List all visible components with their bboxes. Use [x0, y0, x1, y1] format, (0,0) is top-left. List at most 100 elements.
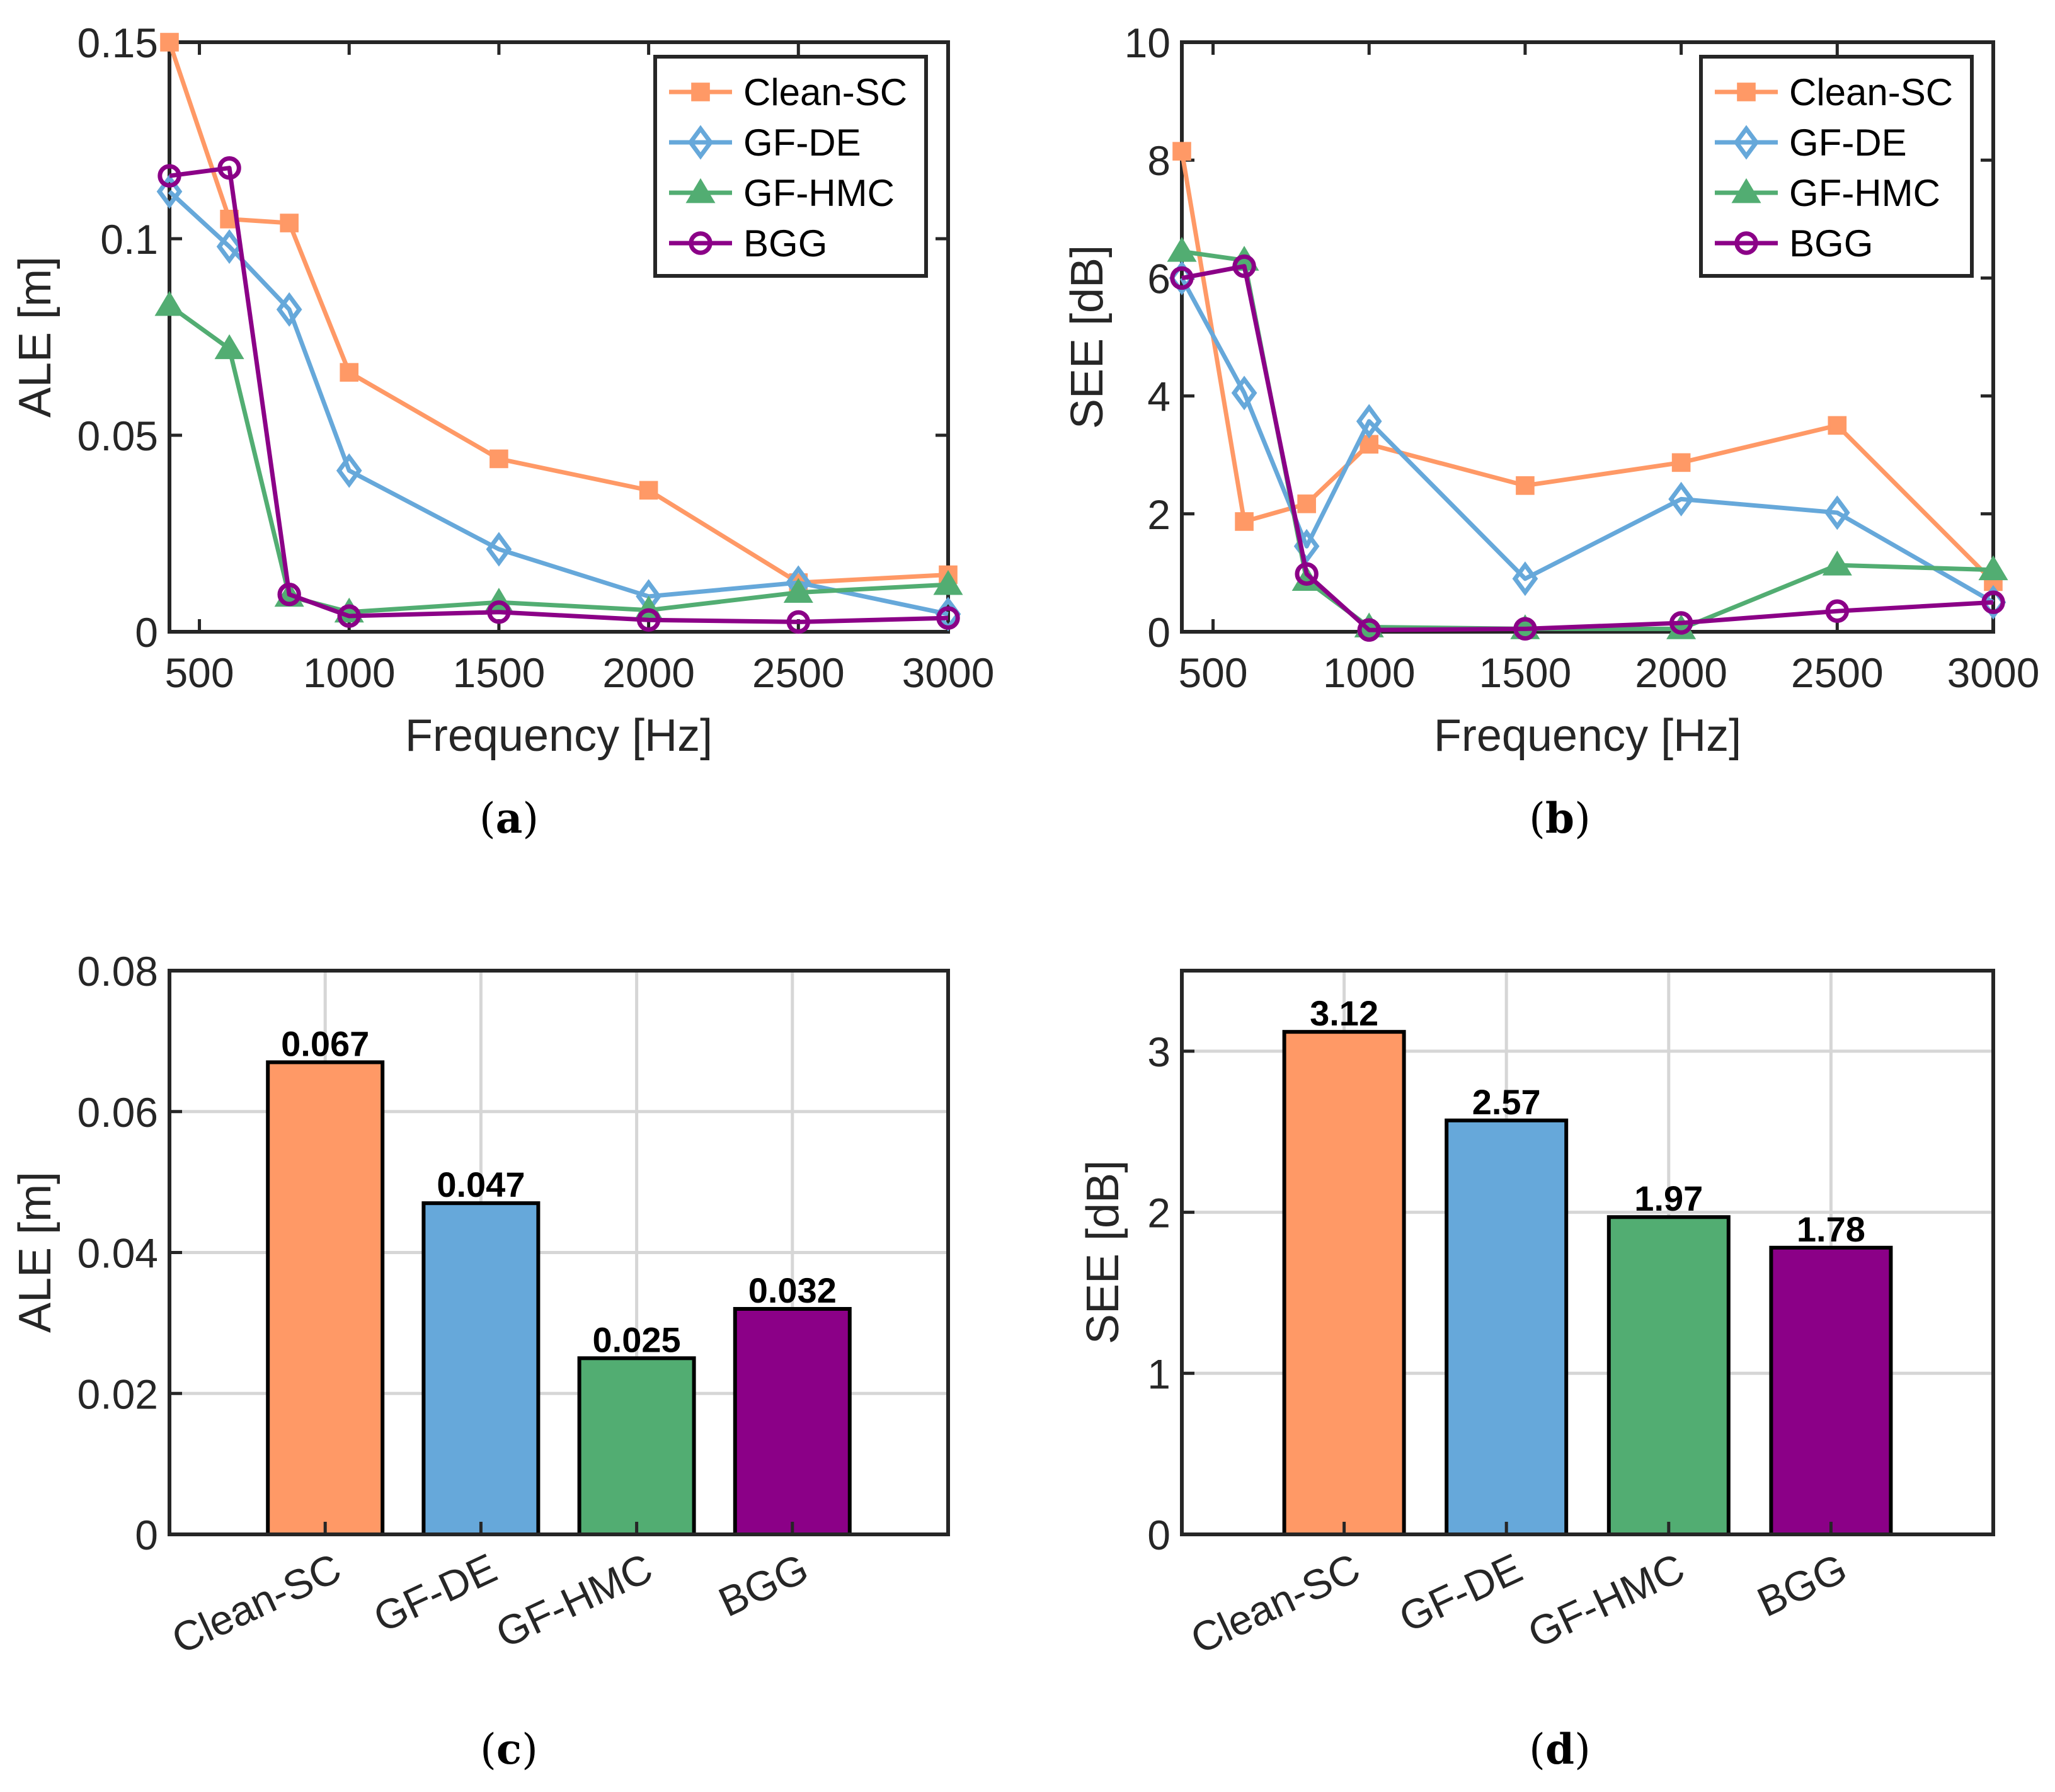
category-label-gf-hmc: GF-HMC — [1521, 1544, 1691, 1657]
bar-value-bgg: 0.032 — [748, 1270, 837, 1310]
legend-label-bgg: BGG — [1789, 222, 1873, 265]
y-axis-label-b: SEE [dB] — [1062, 245, 1113, 429]
y-tick-label: 0.1 — [100, 216, 158, 263]
category-label-bgg: BGG — [711, 1544, 815, 1626]
y-tick-label: 0.02 — [77, 1371, 158, 1417]
data-point-gf-hmc — [1822, 551, 1852, 576]
y-tick-label: 0 — [1147, 1512, 1171, 1558]
x-tick-label: 3000 — [1947, 649, 2040, 696]
legend-marker-bgg — [1734, 231, 1758, 255]
legend-entry-gf-hmc: GF-HMC — [669, 172, 895, 214]
y-tick-label: 2 — [1147, 491, 1171, 538]
data-point-clean-sc — [1516, 476, 1535, 495]
legend-marker-gf-de — [687, 125, 714, 160]
series-line-bgg — [169, 166, 949, 624]
legend-marker-clean-sc — [1737, 83, 1756, 101]
bar-value-gf-hmc: 0.025 — [593, 1320, 681, 1359]
x-tick-labels-b: 500 1000 1500 2000 2500 3000 — [1178, 649, 2039, 696]
bar-value-gf-hmc: 1.97 — [1634, 1178, 1703, 1218]
data-point-gf-de — [336, 453, 362, 488]
series-layer-a — [154, 33, 963, 634]
series-gf-hmc — [1167, 237, 2008, 639]
data-point-gf-hmc — [933, 570, 963, 595]
y-axis-label-d: SEE [dB] — [1078, 1160, 1128, 1344]
bar-bgg — [733, 1307, 852, 1536]
bars-d — [1282, 1030, 1893, 1537]
y-tick-label: 3 — [1147, 1029, 1171, 1075]
bar-value-bgg: 1.78 — [1797, 1209, 1865, 1249]
y-tick-label: 0 — [1147, 609, 1171, 656]
plot-frame-d — [1180, 969, 1995, 1536]
legend-marker-gf-hmc — [685, 178, 716, 203]
x-tick-label: 500 — [1178, 649, 1247, 696]
legend-label-bgg: BGG — [743, 222, 827, 265]
y-tick-label: 0 — [135, 609, 158, 656]
legend-label-gf-hmc: GF-HMC — [743, 172, 895, 214]
bar-value-gf-de: 0.047 — [437, 1165, 525, 1204]
category-label-gf-de: GF-DE — [1392, 1544, 1529, 1641]
data-point-bgg — [936, 606, 960, 630]
data-point-bgg — [217, 156, 241, 180]
y-tick-label: 0.08 — [77, 948, 158, 995]
data-point-gf-de — [276, 292, 302, 327]
x-tick-label: 3000 — [902, 649, 995, 696]
y-tick-label: 0.04 — [77, 1230, 158, 1277]
legend-entry-gf-hmc: GF-HMC — [1715, 172, 1940, 214]
legend-label-gf-hmc: GF-HMC — [1789, 172, 1940, 214]
data-point-bgg — [636, 608, 661, 632]
tick-marks-d — [1182, 1049, 1833, 1536]
panel-label-c: (c) — [480, 1725, 538, 1774]
data-point-clean-sc — [1297, 494, 1316, 513]
data-point-gf-hmc — [1978, 555, 2008, 581]
y-tick-label: 0 — [135, 1512, 158, 1558]
panel-c-bar-chart: 0.067 0.047 0.025 0.032 0 0.02 0.04 0.06 0.08 C… — [10, 948, 950, 1774]
bar-gf-de — [421, 1201, 541, 1536]
data-point-clean-sc — [639, 481, 658, 500]
data-point-bgg — [1981, 590, 2005, 614]
data-point-bgg — [1825, 599, 1850, 623]
bar-value-clean-sc: 3.12 — [1310, 993, 1378, 1033]
series-gf-de — [1169, 260, 2006, 620]
legend-label-clean-sc: Clean-SC — [743, 71, 907, 113]
data-point-bgg — [1295, 562, 1319, 586]
bar-gf-de — [1445, 1118, 1569, 1537]
data-point-gf-hmc — [154, 290, 185, 316]
data-point-gf-hmc — [1167, 237, 1197, 262]
data-point-clean-sc — [1172, 142, 1191, 161]
data-point-gf-de — [1356, 404, 1382, 439]
legend-entry-bgg: BGG — [669, 222, 827, 265]
x-axis-label-a: Frequency [Hz] — [405, 711, 713, 761]
bar-clean-sc — [1282, 1030, 1406, 1536]
data-point-bgg — [487, 600, 511, 624]
panel-letter-a: a — [496, 794, 523, 843]
legend-label-gf-de: GF-DE — [743, 122, 861, 164]
x-tick-label: 1500 — [1479, 649, 1572, 696]
data-point-gf-hmc — [783, 578, 813, 603]
category-label-bgg: BGG — [1750, 1544, 1853, 1626]
bar-gf-hmc — [1606, 1215, 1731, 1536]
series-bgg — [157, 156, 960, 634]
series-layer-b — [1167, 142, 2008, 642]
data-point-gf-de — [1824, 495, 1850, 530]
series-line-bgg — [1181, 264, 1994, 632]
y-tick-label: 6 — [1147, 255, 1171, 302]
legend-items-b: Clean-SC GF-DE GF-HMC BGG — [1715, 71, 1953, 265]
y-tick-labels-b: 0 2 4 6 8 10 — [1125, 20, 1171, 656]
y-axis-label-c: ALE [m] — [10, 1172, 60, 1333]
data-point-gf-de — [1231, 375, 1257, 411]
x-tick-labels-a: 500 1000 1500 2000 2500 3000 — [164, 649, 994, 696]
series-bgg — [1170, 254, 2005, 642]
data-point-bgg — [1669, 611, 1693, 635]
data-point-bgg — [277, 583, 301, 607]
data-point-bgg — [1232, 254, 1256, 278]
data-point-clean-sc — [160, 33, 179, 52]
y-tick-labels-c: 0 0.02 0.04 0.06 0.08 — [77, 948, 158, 1558]
data-point-bgg — [337, 604, 361, 628]
data-point-clean-sc — [489, 449, 508, 469]
bar-value-labels-d: 3.12 2.57 1.97 1.78 — [1310, 993, 1865, 1249]
x-tick-label: 1000 — [303, 649, 396, 696]
legend-entry-clean-sc: Clean-SC — [1715, 71, 1953, 113]
